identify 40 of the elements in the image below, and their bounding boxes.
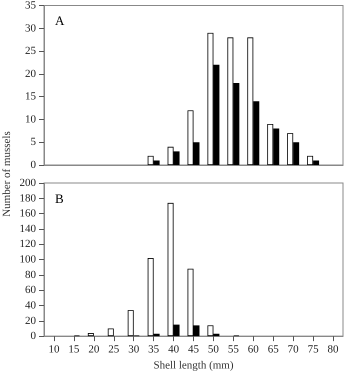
- x-tick-label: 20: [88, 344, 100, 356]
- y-tick-label: 120: [20, 238, 36, 250]
- x-tick-label: 65: [268, 344, 280, 356]
- y-tick-label: 40: [25, 299, 36, 312]
- x-tick-label: 70: [288, 344, 300, 356]
- y-tick-label: 35: [25, 0, 36, 12]
- y-tick-label: 200: [20, 177, 36, 189]
- x-tick-label: 35: [148, 344, 160, 356]
- text: B: [55, 191, 64, 206]
- x-axis-title: Shell length (mm): [153, 360, 234, 372]
- y-tick-label: 25: [25, 45, 36, 58]
- y-tick-label: 30: [25, 22, 36, 34]
- y-tick-label: 60: [25, 284, 36, 296]
- x-tick-label: 10: [48, 344, 60, 356]
- x-tick-label: 75: [308, 344, 320, 356]
- y-tick-label: 180: [20, 192, 36, 204]
- x-tick-label: 30: [128, 344, 140, 356]
- y-tick-label: 140: [20, 222, 36, 235]
- y-tick-label: 0: [30, 159, 36, 171]
- bar: [108, 328, 114, 336]
- y-tick-label: 0: [30, 330, 36, 342]
- x-tick-label: 60: [248, 344, 260, 356]
- bar: [88, 333, 94, 336]
- y-tick-label: 20: [25, 314, 36, 327]
- y-tick-label: 80: [25, 268, 36, 281]
- y-tick-label: 15: [25, 90, 36, 103]
- x-tick-label: 80: [328, 344, 340, 356]
- x-tick-label: 25: [108, 344, 120, 356]
- y-axis-title: Number of mussels: [1, 130, 13, 219]
- text: A: [55, 13, 65, 28]
- x-tick-label: 55: [228, 344, 240, 356]
- y-tick-label: 20: [25, 68, 36, 80]
- y-tick-label: 10: [25, 113, 36, 126]
- x-tick-label: 50: [208, 344, 220, 356]
- y-tick-label: 100: [20, 254, 36, 266]
- x-tick-label: 45: [188, 344, 200, 356]
- x-tick-label: 40: [168, 344, 180, 356]
- x-tick-label: 15: [68, 344, 80, 356]
- y-tick-label: 5: [30, 136, 36, 148]
- y-tick-label: 160: [20, 208, 36, 220]
